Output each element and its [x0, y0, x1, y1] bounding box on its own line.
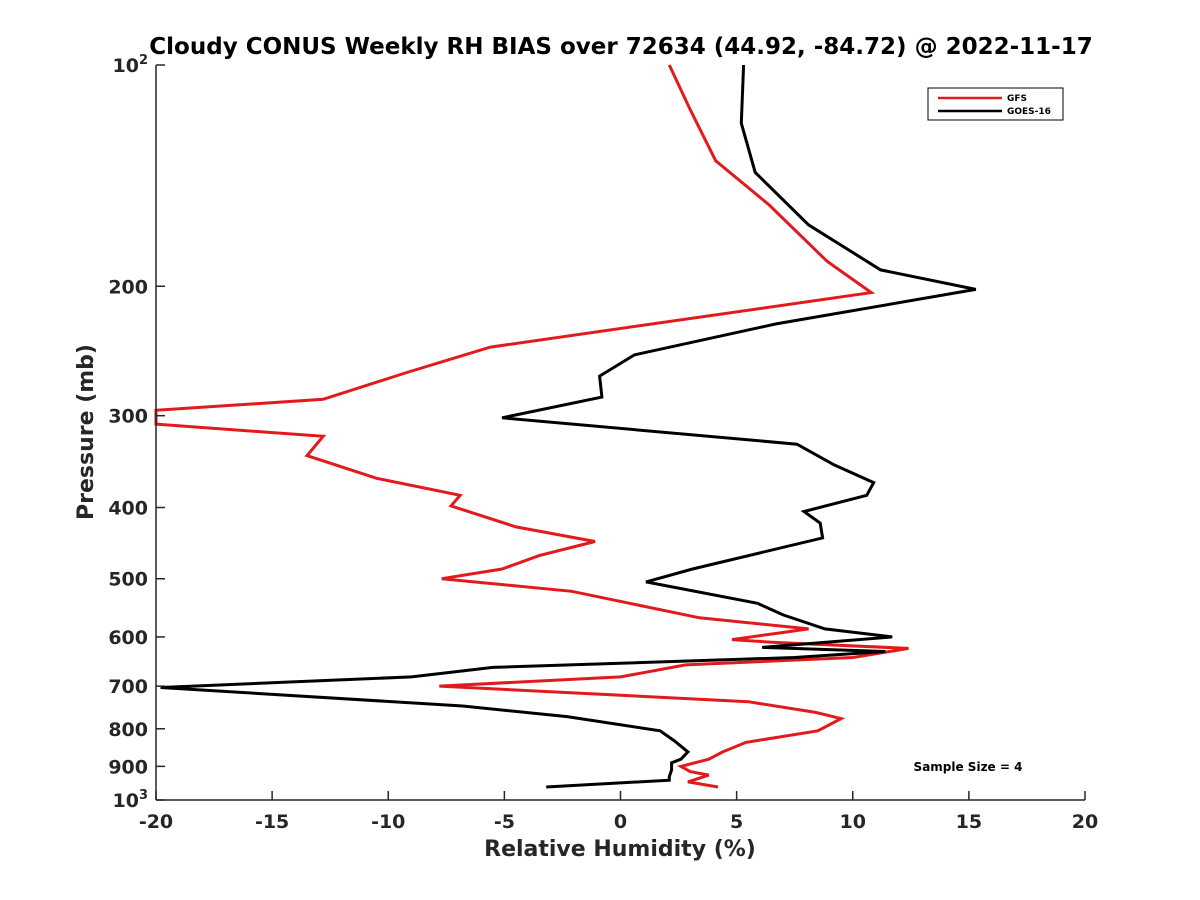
y-tick-label: 103	[113, 788, 149, 812]
x-tick-label: 10	[840, 811, 866, 833]
x-tick-label: 15	[956, 811, 982, 833]
y-tick-label: 500	[108, 569, 148, 591]
x-ticks: -20 -15 -10 -5 0 5 10 15 20	[139, 791, 1098, 833]
y-tick-label: 700	[108, 676, 148, 698]
x-tick-label: -15	[255, 811, 289, 833]
x-tick-label: -20	[139, 811, 173, 833]
legend-box	[927, 87, 1064, 121]
y-tick-label: 800	[108, 719, 148, 741]
chart-title: Cloudy CONUS Weekly RH BIAS over 72634 (…	[149, 34, 1092, 60]
x-tick-label: 20	[1072, 811, 1098, 833]
x-tick-label: -10	[371, 811, 405, 833]
y-tick-label: 600	[108, 627, 148, 649]
series-line-goes16	[160, 64, 977, 789]
legend-label-goes16: GOES-16	[1007, 107, 1051, 117]
legend-label-gfs: GFS	[1007, 94, 1027, 104]
y-tick-label: 200	[108, 276, 148, 298]
y-tick-label: 900	[108, 756, 148, 778]
x-tick-label: -5	[494, 811, 515, 833]
x-tick-label: 5	[730, 811, 743, 833]
y-tick-label: 400	[108, 498, 148, 520]
legend: GFS GOES-16	[927, 87, 1064, 121]
x-tick-label: 0	[614, 811, 627, 833]
y-tick-label: 102	[113, 53, 149, 77]
sample-size-annotation: Sample Size = 4	[914, 760, 1023, 774]
x-axis-label: Relative Humidity (%)	[484, 837, 756, 862]
y-axis-label: Pressure (mb)	[74, 344, 99, 520]
y-ticks: 102 200 300 400 500 600 700 800 900 103	[108, 53, 165, 812]
series-line-gfs	[154, 64, 909, 789]
y-tick-label: 300	[108, 406, 148, 428]
series-lines	[154, 64, 977, 789]
